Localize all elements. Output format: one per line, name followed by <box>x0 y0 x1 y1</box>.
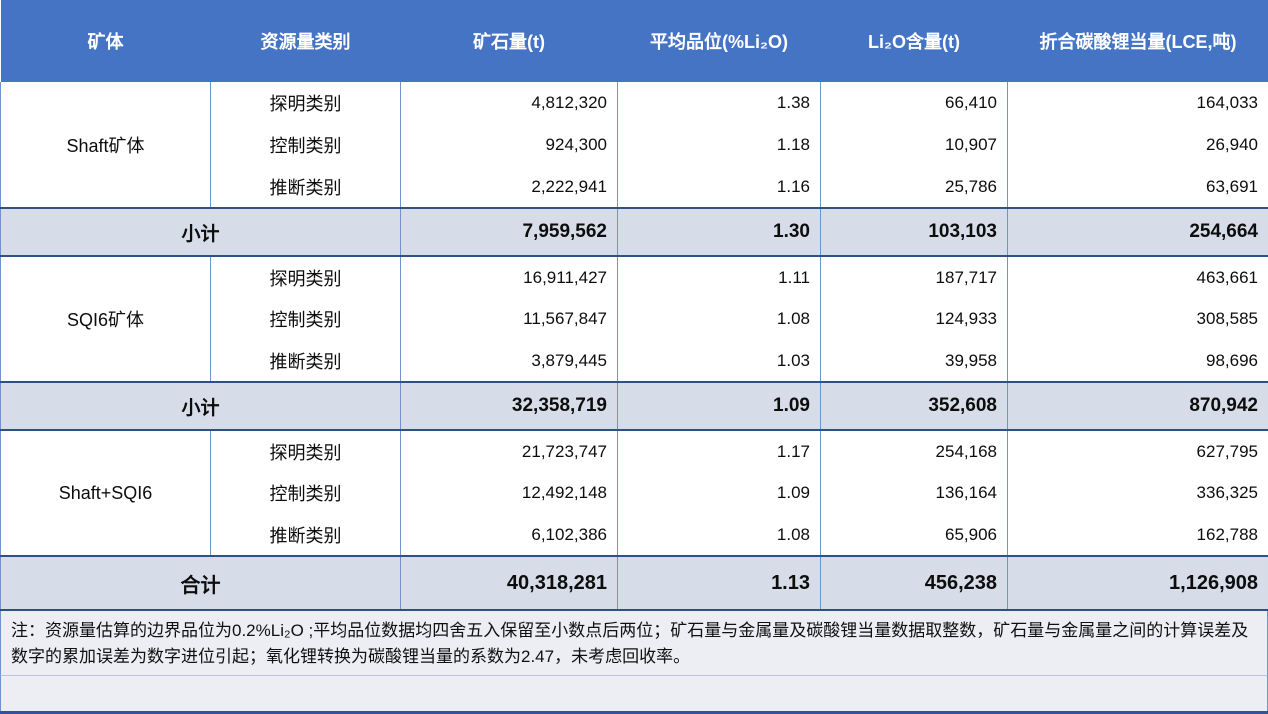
cell-lce: 164,033 <box>1007 82 1268 124</box>
cell-ore-tonnage: 6,102,386 <box>400 514 618 556</box>
table-row: 控制类别 11,567,847 1.08 124,933 308,585 <box>1 298 1268 340</box>
cell-lce: 308,585 <box>1007 298 1268 340</box>
cell-ore-tonnage: 4,812,320 <box>400 82 618 124</box>
cell-li2o-content: 136,164 <box>820 472 1008 514</box>
cell-lce: 336,325 <box>1007 472 1268 514</box>
cell-category: 控制类别 <box>210 124 401 166</box>
cell-li2o-content: 254,168 <box>820 430 1008 472</box>
cell-avg-grade: 1.11 <box>617 256 821 298</box>
cell-category: 推断类别 <box>210 340 401 382</box>
cell-ore-tonnage: 7,959,562 <box>400 207 618 257</box>
cell-avg-grade: 1.13 <box>617 555 821 611</box>
cell-avg-grade: 1.09 <box>617 472 821 514</box>
cell-avg-grade: 1.18 <box>617 124 821 166</box>
cell-avg-grade: 1.09 <box>617 381 821 431</box>
cell-lce: 1,126,908 <box>1007 555 1268 611</box>
cell-category: 探明类别 <box>210 430 401 472</box>
cell-lce: 870,942 <box>1007 381 1268 431</box>
table-row: 控制类别 12,492,148 1.09 136,164 336,325 <box>1 472 1268 514</box>
cell-category: 探明类别 <box>210 82 401 124</box>
cell-ore-tonnage: 40,318,281 <box>400 555 618 611</box>
cell-ore-tonnage: 21,723,747 <box>400 430 618 472</box>
table-row: Shaft矿体 探明类别 4,812,320 1.38 66,410 164,0… <box>0 82 1268 208</box>
cell-ore-body: Shaft+SQI6 <box>0 430 211 556</box>
cell-ore-tonnage: 16,911,427 <box>400 256 618 298</box>
col-header-ore-body: 矿体 <box>0 0 211 82</box>
table-row: Shaft+SQI6 探明类别 21,723,747 1.17 254,168 … <box>0 430 1268 556</box>
cell-li2o-content: 187,717 <box>820 256 1008 298</box>
col-header-li2o: Li₂O含量(t) <box>820 0 1008 82</box>
total-label: 合计 <box>0 555 401 611</box>
table-header-row: 矿体 资源量类别 矿石量(t) 平均品位(%Li₂O) Li₂O含量(t) 折合… <box>0 0 1268 82</box>
resource-table: 矿体 资源量类别 矿石量(t) 平均品位(%Li₂O) Li₂O含量(t) 折合… <box>0 0 1268 611</box>
cell-category: 控制类别 <box>210 298 401 340</box>
cell-li2o-content: 65,906 <box>820 514 1008 556</box>
table-row: 推断类别 2,222,941 1.16 25,786 63,691 <box>1 166 1268 208</box>
col-header-category: 资源量类别 <box>210 0 401 82</box>
cell-category: 探明类别 <box>210 256 401 298</box>
cell-li2o-content: 352,608 <box>820 381 1008 431</box>
table-row: 推断类别 3,879,445 1.03 39,958 98,696 <box>1 340 1268 382</box>
cell-avg-grade: 1.16 <box>617 166 821 208</box>
cell-lce: 463,661 <box>1007 256 1268 298</box>
cell-ore-body: SQI6矿体 <box>0 256 211 382</box>
cell-ore-body: Shaft矿体 <box>0 82 211 208</box>
table-row: SQI6矿体 探明类别 16,911,427 1.11 187,717 463,… <box>0 256 1268 382</box>
subtotal-label: 小计 <box>0 381 401 431</box>
footnote: 注：资源量估算的边界品位为0.2%Li₂O ;平均品位数据均四舍五入保留至小数点… <box>0 611 1268 675</box>
cell-lce: 98,696 <box>1007 340 1268 382</box>
cell-lce: 254,664 <box>1007 207 1268 257</box>
col-header-ore-tonnage: 矿石量(t) <box>400 0 618 82</box>
table-row: 控制类别 924,300 1.18 10,907 26,940 <box>1 124 1268 166</box>
subtotal-label: 小计 <box>0 207 401 257</box>
cell-li2o-content: 10,907 <box>820 124 1008 166</box>
cell-li2o-content: 25,786 <box>820 166 1008 208</box>
cell-li2o-content: 103,103 <box>820 207 1008 257</box>
cell-li2o-content: 124,933 <box>820 298 1008 340</box>
cell-li2o-content: 66,410 <box>820 82 1008 124</box>
col-header-avg-grade: 平均品位(%Li₂O) <box>617 0 821 82</box>
subtotal-row: 小计 7,959,562 1.30 103,103 254,664 <box>0 207 1268 257</box>
cell-avg-grade: 1.08 <box>617 514 821 556</box>
cell-category: 推断类别 <box>210 166 401 208</box>
total-row: 合计 40,318,281 1.13 456,238 1,126,908 <box>0 555 1268 611</box>
cell-category: 推断类别 <box>210 514 401 556</box>
cell-lce: 63,691 <box>1007 166 1268 208</box>
cell-avg-grade: 1.38 <box>617 82 821 124</box>
table-row: 推断类别 6,102,386 1.08 65,906 162,788 <box>1 514 1268 556</box>
cell-ore-tonnage: 924,300 <box>400 124 618 166</box>
cell-category: 控制类别 <box>210 472 401 514</box>
cell-ore-tonnage: 12,492,148 <box>400 472 618 514</box>
cell-avg-grade: 1.30 <box>617 207 821 257</box>
cell-ore-tonnage: 2,222,941 <box>400 166 618 208</box>
cell-lce: 26,940 <box>1007 124 1268 166</box>
cell-avg-grade: 1.03 <box>617 340 821 382</box>
cell-avg-grade: 1.08 <box>617 298 821 340</box>
cell-li2o-content: 456,238 <box>820 555 1008 611</box>
cell-lce: 627,795 <box>1007 430 1268 472</box>
cell-li2o-content: 39,958 <box>820 340 1008 382</box>
cell-ore-tonnage: 32,358,719 <box>400 381 618 431</box>
cell-lce: 162,788 <box>1007 514 1268 556</box>
cell-avg-grade: 1.17 <box>617 430 821 472</box>
subtotal-row: 小计 32,358,719 1.09 352,608 870,942 <box>0 381 1268 431</box>
cell-ore-tonnage: 3,879,445 <box>400 340 618 382</box>
cell-ore-tonnage: 11,567,847 <box>400 298 618 340</box>
bottom-strip <box>0 675 1268 711</box>
col-header-lce: 折合碳酸锂当量(LCE,吨) <box>1007 0 1268 82</box>
